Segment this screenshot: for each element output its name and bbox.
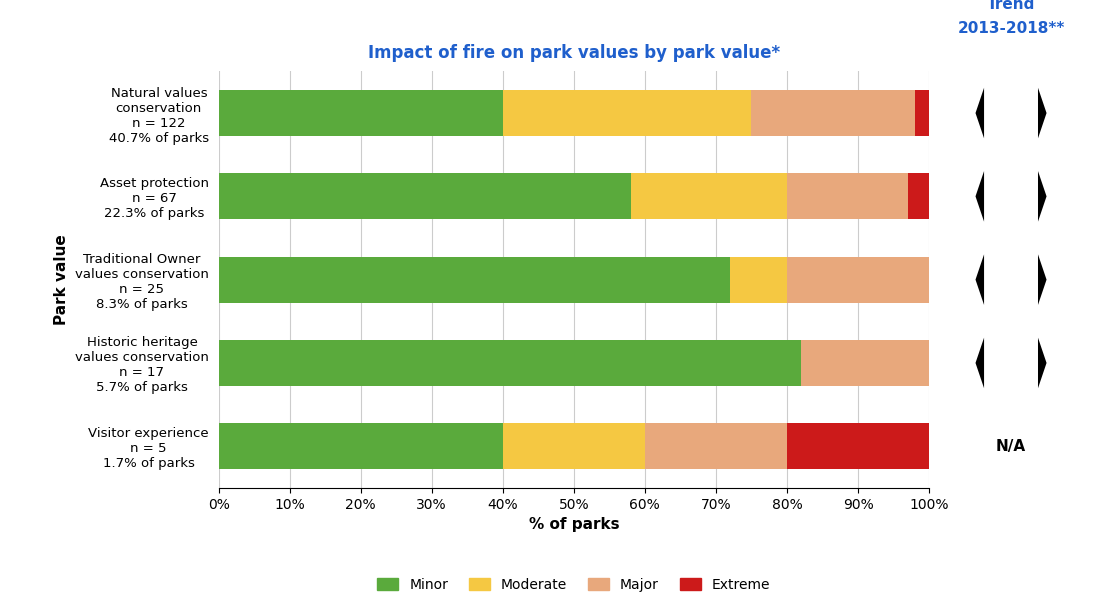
Bar	[631, 174, 787, 220]
Bar	[219, 174, 631, 220]
Bar	[503, 90, 752, 136]
Bar	[219, 257, 730, 302]
X-axis label: % of parks: % of parks	[529, 517, 619, 532]
Bar	[915, 90, 929, 136]
Bar	[908, 174, 929, 220]
Y-axis label: Park value: Park value	[55, 234, 70, 325]
Text: 2013-2018**: 2013-2018**	[957, 21, 1065, 36]
Bar	[787, 257, 929, 302]
Text: Trend: Trend	[987, 0, 1035, 12]
Bar	[503, 424, 645, 469]
Title: Impact of fire on park values by park value*: Impact of fire on park values by park va…	[367, 43, 780, 61]
Text: N/A: N/A	[996, 439, 1026, 454]
Bar	[645, 424, 787, 469]
Bar	[752, 90, 915, 136]
Bar	[219, 424, 503, 469]
Bar	[787, 424, 929, 469]
Bar	[801, 340, 929, 386]
Bar	[219, 90, 503, 136]
Bar	[730, 257, 787, 302]
Bar	[219, 340, 801, 386]
Bar	[787, 174, 908, 220]
Legend: Minor, Moderate, Major, Extreme: Minor, Moderate, Major, Extreme	[372, 572, 776, 595]
